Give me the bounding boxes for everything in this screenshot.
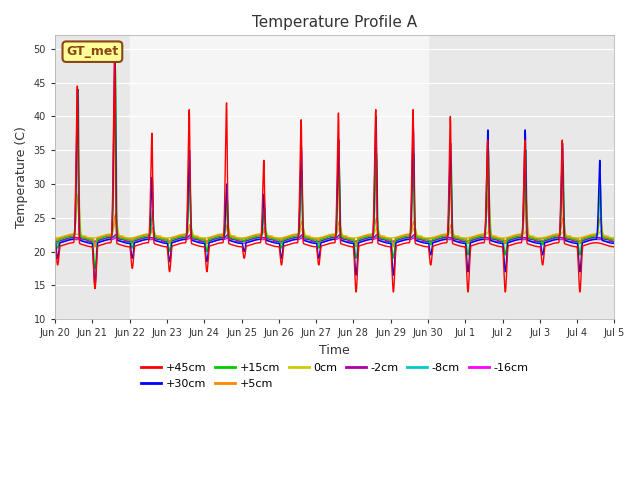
+30cm	[534, 240, 541, 246]
+5cm	[390, 243, 397, 249]
+30cm	[390, 269, 397, 275]
+45cm	[352, 289, 360, 295]
0cm	[534, 235, 541, 240]
Title: Temperature Profile A: Temperature Profile A	[252, 15, 417, 30]
-16cm	[111, 236, 118, 241]
-8cm	[390, 239, 397, 245]
+45cm	[568, 243, 575, 249]
X-axis label: Time: Time	[319, 344, 350, 357]
-16cm	[113, 235, 120, 241]
Line: -16cm: -16cm	[55, 238, 640, 243]
-8cm	[534, 239, 541, 245]
Line: 0cm: 0cm	[55, 221, 640, 238]
+15cm	[111, 66, 119, 72]
-16cm	[567, 239, 575, 244]
-2cm	[113, 232, 120, 238]
+15cm	[51, 237, 59, 243]
0cm	[567, 234, 575, 240]
Line: -2cm: -2cm	[55, 235, 640, 241]
+30cm	[111, 49, 119, 55]
0cm	[111, 222, 118, 228]
-2cm	[51, 239, 59, 244]
-16cm	[390, 240, 397, 246]
0cm	[113, 218, 120, 224]
+5cm	[51, 236, 59, 241]
-8cm	[113, 234, 120, 240]
-16cm	[51, 240, 59, 246]
-2cm	[390, 238, 397, 244]
+5cm	[568, 235, 575, 240]
-8cm	[51, 239, 59, 245]
+30cm	[111, 61, 119, 67]
+45cm	[240, 254, 248, 260]
Line: +5cm: +5cm	[55, 194, 640, 247]
+15cm	[91, 265, 99, 271]
+5cm	[74, 191, 82, 197]
Bar	[130, 36, 428, 319]
0cm	[240, 235, 248, 241]
-16cm	[534, 239, 541, 244]
+45cm	[390, 285, 397, 291]
+5cm	[534, 236, 541, 241]
Text: GT_met: GT_met	[67, 45, 118, 58]
Line: +45cm: +45cm	[55, 56, 640, 292]
Line: +30cm: +30cm	[55, 52, 640, 285]
+45cm	[111, 64, 119, 70]
+30cm	[51, 240, 59, 246]
Line: +15cm: +15cm	[55, 69, 640, 268]
+45cm	[111, 53, 118, 59]
Y-axis label: Temperature (C): Temperature (C)	[15, 126, 28, 228]
-8cm	[111, 234, 118, 240]
-8cm	[240, 239, 248, 245]
0cm	[51, 235, 59, 241]
-8cm	[567, 237, 575, 243]
-2cm	[111, 233, 118, 239]
+15cm	[390, 253, 397, 259]
+45cm	[51, 244, 59, 250]
-16cm	[240, 240, 248, 246]
+30cm	[568, 240, 575, 245]
+45cm	[534, 244, 541, 250]
-2cm	[534, 239, 541, 244]
+5cm	[240, 236, 248, 241]
+15cm	[111, 80, 119, 86]
-2cm	[240, 239, 248, 244]
+15cm	[534, 237, 541, 243]
+5cm	[111, 212, 119, 218]
0cm	[390, 235, 397, 240]
+30cm	[240, 248, 248, 254]
+5cm	[91, 244, 99, 250]
Line: -8cm: -8cm	[55, 237, 640, 242]
+15cm	[240, 239, 248, 244]
+30cm	[91, 282, 99, 288]
-2cm	[567, 237, 575, 242]
+15cm	[568, 236, 575, 242]
Legend: +45cm, +30cm, +15cm, +5cm, 0cm, -2cm, -8cm, -16cm: +45cm, +30cm, +15cm, +5cm, 0cm, -2cm, -8…	[137, 359, 532, 393]
